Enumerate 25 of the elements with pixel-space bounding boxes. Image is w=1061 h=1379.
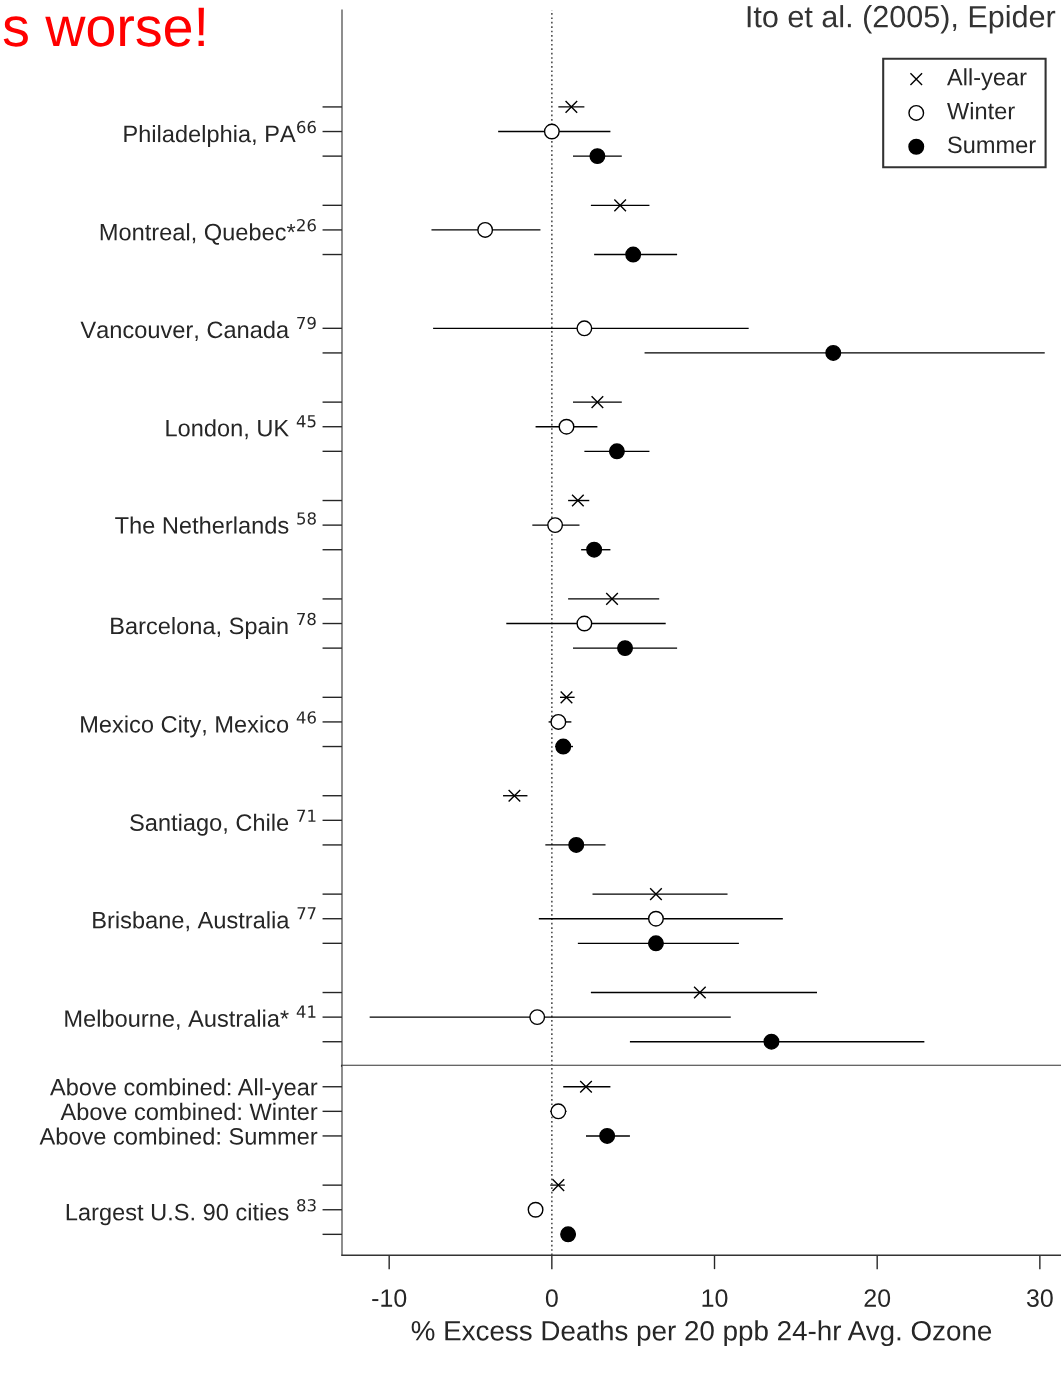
y-tick-label: Largest U.S. 90 cities $^{83}$	[66, 1199, 316, 1226]
y-tick-label: Philadelphia, PA$^{66}$	[124, 120, 316, 147]
text: Ito et al. (2005), Epider	[747, 5, 1056, 34]
x-axis-title: % Excess Deaths per 20 ppb 24-hr Avg. Ozone	[411, 1320, 992, 1347]
y-tick-label: Above combined: All-year	[50, 1078, 318, 1101]
y-tick-label: Above combined: Summer	[39, 1127, 318, 1145]
x-tick-label: 10	[702, 1289, 728, 1307]
text: s worse!	[3, 7, 204, 47]
legend-label: All-year	[947, 68, 1027, 91]
y-tick-label: Vancouver, Canada $^{79}$	[80, 316, 316, 341]
y-tick-label: Mexico City, Mexico $^{46}$	[81, 711, 316, 738]
x-tick-label: 20	[864, 1289, 891, 1307]
x-tick-label: 30	[1026, 1289, 1053, 1307]
y-tick-label: Montreal, Quebec*$^{26}$	[100, 218, 316, 245]
x-tick-label: -10	[372, 1289, 407, 1307]
x-tick-label: 0	[545, 1289, 558, 1307]
y-tick-label: London, UK $^{45}$	[166, 415, 316, 440]
y-tick-label: Santiago, Chile $^{71}$	[130, 809, 316, 836]
y-tick-label: Barcelona, Spain $^{78}$	[111, 612, 316, 639]
y-tick-label: Melbourne, Australia* $^{41}$	[65, 1005, 316, 1030]
legend-label: Summer	[948, 136, 1036, 154]
y-tick-label: Above combined: Winter	[60, 1102, 318, 1121]
legend-label: Winter	[947, 102, 1015, 120]
y-tick-label: Brisbane, Australia $^{77}$	[93, 907, 316, 932]
y-tick-label: The Netherlands $^{58}$	[115, 512, 316, 534]
